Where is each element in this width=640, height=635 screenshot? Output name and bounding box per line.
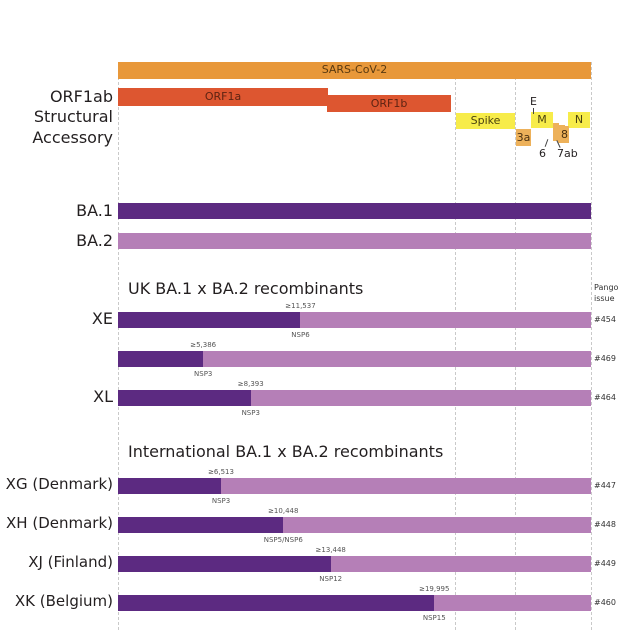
gene-6-tick bbox=[544, 139, 549, 147]
pango-issue: #448 bbox=[594, 520, 616, 529]
recombinant-label: XL bbox=[93, 387, 113, 406]
ba1-segment bbox=[118, 556, 331, 572]
pango-issue: #460 bbox=[594, 598, 616, 607]
gene-6-label: 6 bbox=[539, 147, 546, 160]
ba1-segment bbox=[118, 595, 435, 611]
recombinant-bar bbox=[118, 517, 591, 533]
lineage-bar-ba1 bbox=[118, 203, 591, 219]
recombinant-bar bbox=[118, 478, 591, 494]
recombinant-bar bbox=[118, 312, 591, 328]
gene-spike: Spike bbox=[456, 113, 515, 129]
breakpoint-gene: NSP3 bbox=[241, 409, 260, 417]
pango-issue: #469 bbox=[594, 354, 616, 363]
breakpoint-label: ≥6,513 bbox=[208, 468, 234, 476]
recombinant-label: XK (Belgium) bbox=[14, 592, 113, 610]
ba1-segment bbox=[118, 312, 301, 328]
pango-header-line2: issue bbox=[594, 294, 615, 303]
ba1-segment bbox=[118, 478, 222, 494]
breakpoint-gene: NSP5/NSP6 bbox=[263, 536, 303, 544]
row-label-structural: Structural bbox=[33, 107, 113, 126]
recombinant-bar bbox=[118, 390, 591, 406]
genome-label: SARS-CoV-2 bbox=[321, 63, 388, 76]
genome-bar: SARS-CoV-2 bbox=[118, 62, 591, 79]
breakpoint-gene: NSP6 bbox=[291, 331, 310, 339]
pango-header-line1: Pango bbox=[594, 283, 619, 292]
gene-6-box bbox=[553, 123, 559, 141]
breakpoint-label: ≥19,995 bbox=[419, 585, 450, 593]
gene-m: M bbox=[531, 112, 553, 128]
breakpoint-label: ≥13,448 bbox=[315, 546, 346, 554]
lineage-bar-ba2 bbox=[118, 233, 591, 249]
recombinant-label: XH (Denmark) bbox=[6, 514, 113, 532]
recombinant-bar bbox=[118, 595, 591, 611]
row-label-orf1ab: ORF1ab bbox=[49, 87, 113, 106]
gene-orf1a: ORF1a bbox=[118, 88, 328, 106]
ba1-segment bbox=[118, 351, 204, 367]
gene-8: 8 bbox=[560, 126, 569, 143]
gene-7ab-label: 7ab bbox=[557, 147, 578, 160]
gene-e-tick bbox=[533, 108, 534, 114]
row-label-accessory: Accessory bbox=[32, 128, 113, 147]
ba1-segment bbox=[118, 517, 284, 533]
gene-orf1b: ORF1b bbox=[327, 95, 451, 112]
lineage-label-ba1: BA.1 bbox=[76, 201, 113, 220]
breakpoint-label: ≥10,448 bbox=[268, 507, 299, 515]
recombinant-label: XG (Denmark) bbox=[5, 475, 113, 493]
recombinant-label: XJ (Finland) bbox=[28, 553, 113, 571]
pango-issue-header: Pango issue bbox=[594, 282, 618, 304]
recombinant-label: XE bbox=[91, 309, 113, 328]
guide-line-genome-end bbox=[591, 62, 592, 630]
guide-line-genome-start bbox=[118, 62, 119, 630]
guide-line-spike-start bbox=[455, 62, 456, 630]
breakpoint-gene: NSP3 bbox=[211, 497, 231, 505]
recombinant-bar bbox=[118, 351, 591, 367]
pango-issue: #447 bbox=[594, 481, 616, 490]
recombinant-bar bbox=[118, 556, 591, 572]
breakpoint-label: ≥5,386 bbox=[190, 341, 217, 349]
gene-e-label: E bbox=[530, 95, 537, 108]
breakpoint-gene: NSP15 bbox=[422, 614, 446, 622]
breakpoint-gene: NSP12 bbox=[319, 575, 343, 583]
breakpoint-gene: NSP3 bbox=[194, 370, 213, 378]
pango-issue: #449 bbox=[594, 559, 616, 568]
gene-3a: 3a bbox=[516, 129, 531, 146]
ba1-segment bbox=[118, 390, 251, 406]
pango-issue: #464 bbox=[594, 393, 616, 402]
section-title-uk: UK BA.1 x BA.2 recombinants bbox=[128, 279, 364, 298]
breakpoint-label: ≥11,537 bbox=[285, 302, 316, 310]
guide-line-spike-end bbox=[515, 62, 516, 630]
lineage-label-ba2: BA.2 bbox=[76, 231, 113, 250]
gene-n: N bbox=[568, 112, 590, 128]
breakpoint-label: ≥8,393 bbox=[237, 380, 264, 388]
section-title-international: International BA.1 x BA.2 recombinants bbox=[128, 442, 444, 461]
pango-issue: #454 bbox=[594, 315, 616, 324]
